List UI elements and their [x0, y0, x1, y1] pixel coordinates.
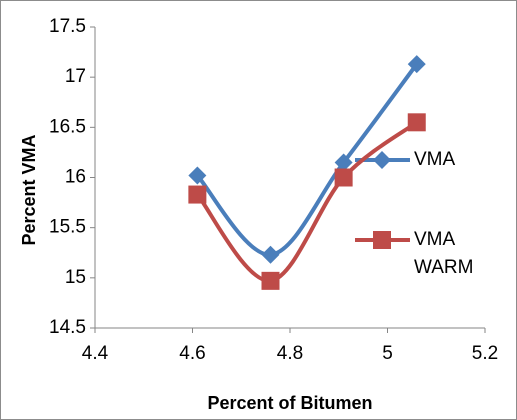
y-tick-label: 15.5: [49, 217, 86, 238]
y-tick-label: 16.5: [49, 116, 86, 137]
y-tick-label: 17: [65, 66, 86, 87]
y-tick-label: 17.5: [49, 16, 86, 37]
series-line: [195, 62, 419, 257]
x-axis-label: Percent of Bitumen: [207, 393, 372, 413]
data-point: [334, 153, 353, 172]
y-tick-label: 16: [65, 167, 86, 188]
y-axis-label: Percent VMA: [19, 134, 39, 245]
data-point: [261, 245, 280, 264]
data-point: [188, 166, 207, 185]
data-point: [188, 185, 207, 204]
legend-label: VMA: [414, 149, 456, 170]
series-line: [195, 120, 418, 283]
data-point: [407, 55, 426, 74]
legend-marker: [373, 151, 391, 169]
legend-label: VMA WARM: [414, 229, 474, 278]
data-point: [407, 113, 426, 132]
y-tick-label: 14.5: [49, 317, 86, 338]
x-tick-label: 4.8: [277, 343, 303, 364]
legend-marker: [373, 231, 391, 249]
y-tick-label: 15: [65, 267, 86, 288]
x-tick-label: 5: [382, 343, 393, 364]
x-tick-label: 4.4: [82, 343, 109, 364]
x-tick-label: 4.6: [179, 343, 205, 364]
data-point: [261, 271, 280, 290]
x-tick-label: 5.2: [472, 343, 498, 364]
data-point: [334, 168, 353, 187]
